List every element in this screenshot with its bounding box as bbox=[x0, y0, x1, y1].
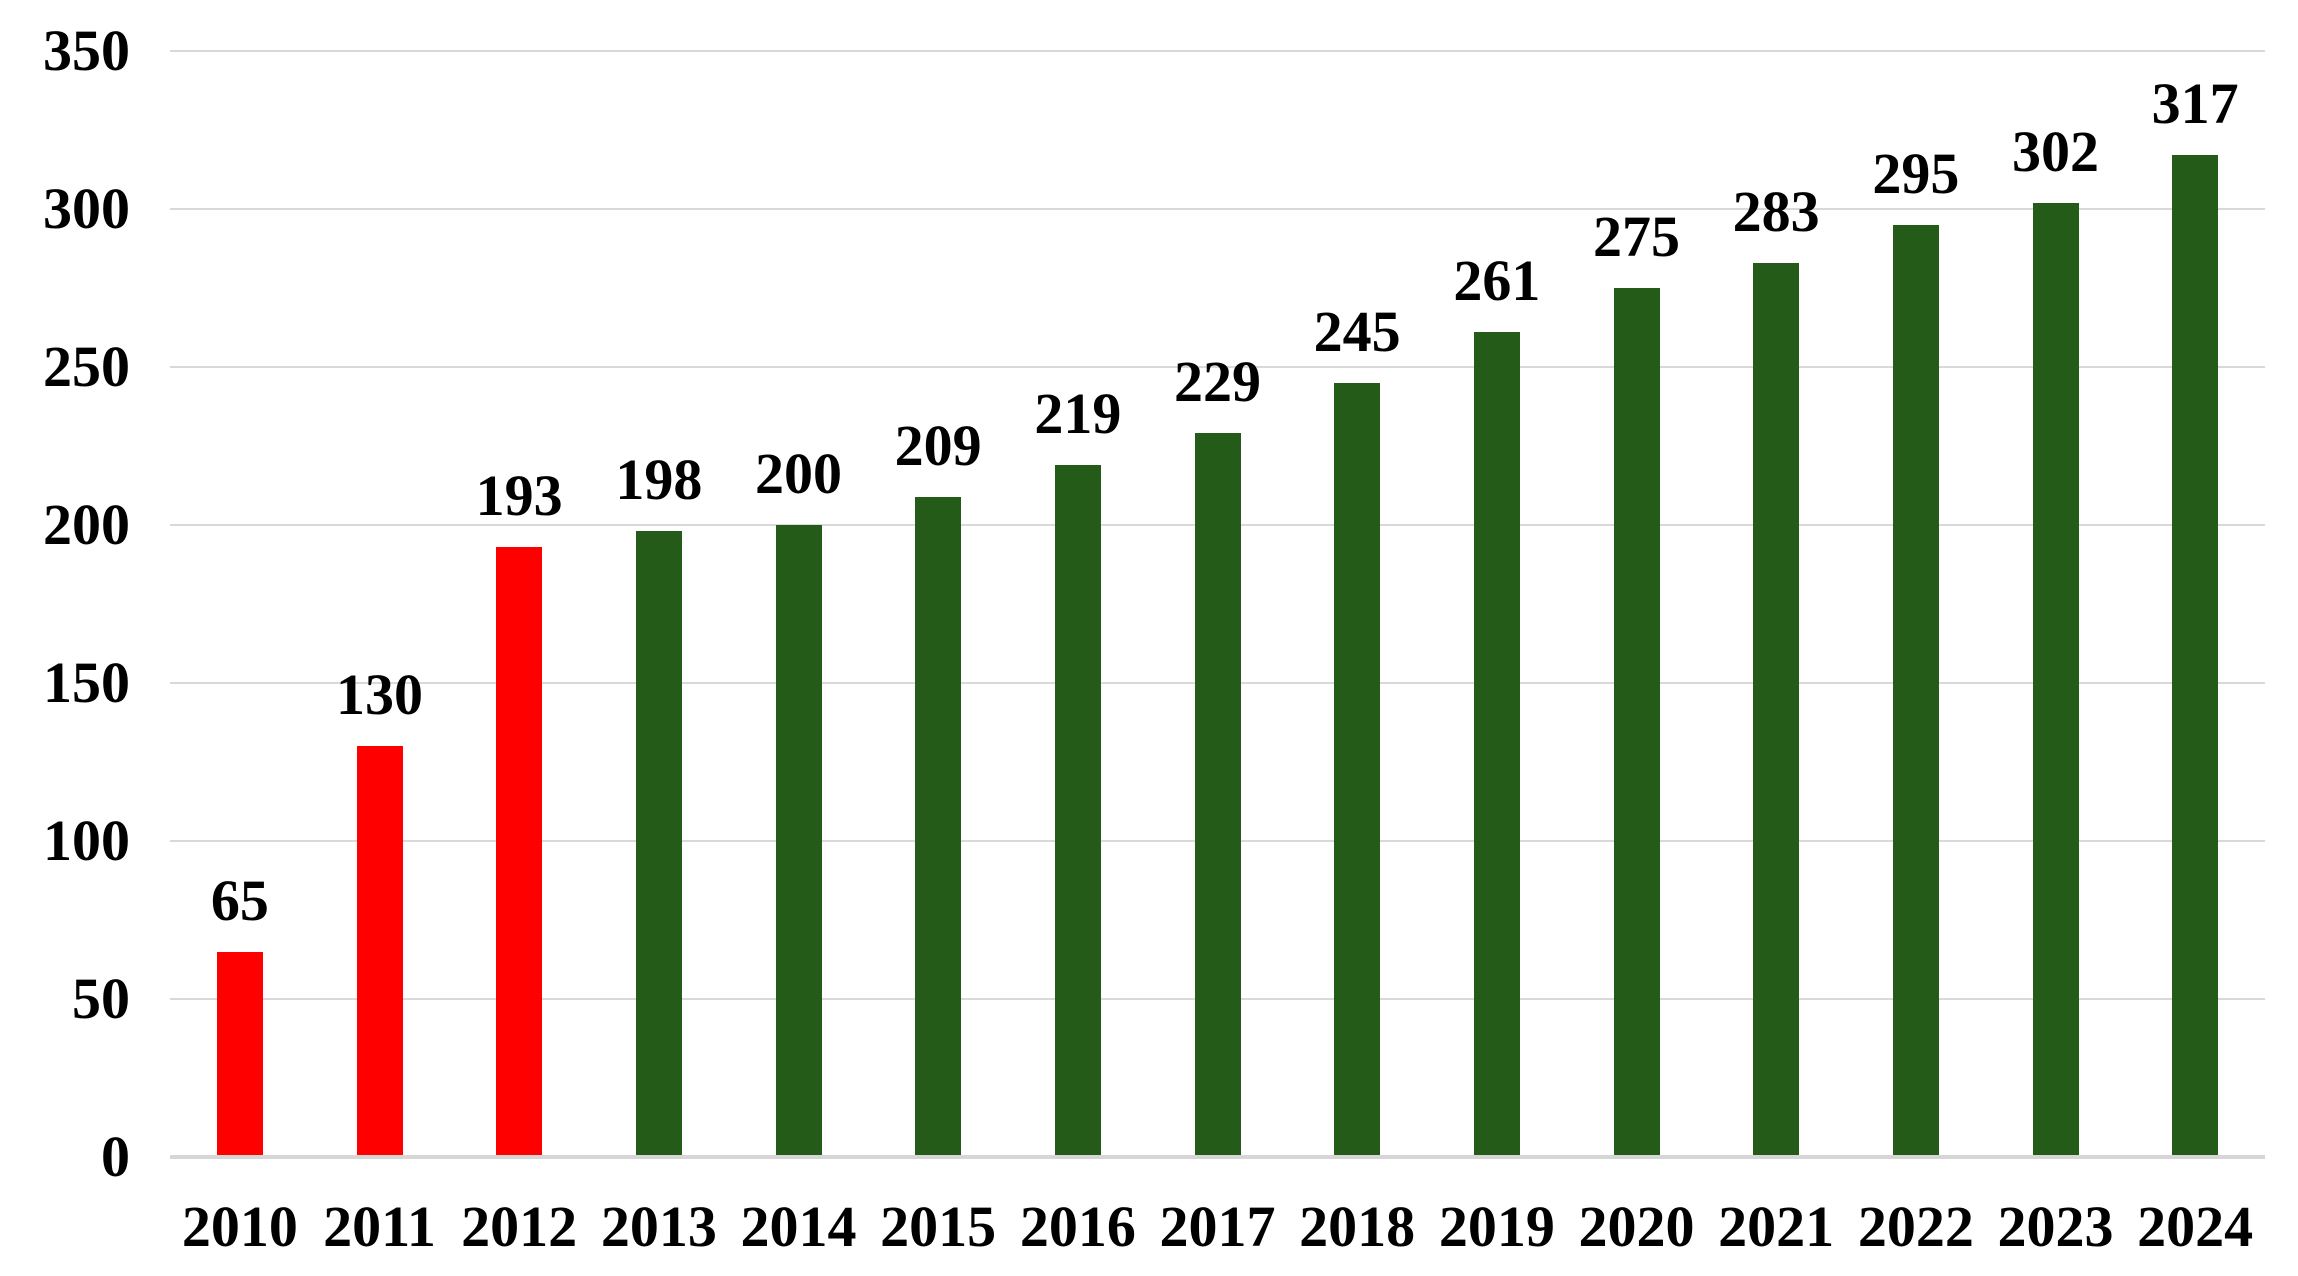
x-axis-tick-label: 2011 bbox=[323, 1194, 436, 1259]
bar-2023 bbox=[2032, 202, 2079, 1155]
bar-2019 bbox=[1473, 332, 1520, 1155]
x-axis-tick-label: 2024 bbox=[2137, 1194, 2254, 1259]
x-axis-tick-label: 2012 bbox=[461, 1194, 578, 1259]
bar-2010 bbox=[216, 951, 263, 1155]
bar-2015 bbox=[915, 496, 962, 1155]
y-axis-tick-label: 350 bbox=[43, 18, 130, 83]
bar-2013 bbox=[635, 531, 682, 1155]
bar-value-label: 275 bbox=[1593, 204, 1680, 269]
bar-value-label: 295 bbox=[1872, 140, 1960, 206]
x-axis-tick-label: 2018 bbox=[1299, 1194, 1416, 1259]
x-axis-tick-label: 2020 bbox=[1578, 1194, 1695, 1259]
x-axis-tick-label: 2014 bbox=[740, 1194, 857, 1259]
bar-value-label: 65 bbox=[210, 867, 269, 933]
y-axis-tick-label: 100 bbox=[43, 808, 130, 873]
x-axis-tick-label: 2022 bbox=[1857, 1194, 1974, 1259]
bar-value-label: 245 bbox=[1313, 298, 1401, 364]
gridline-250 bbox=[170, 366, 2265, 368]
bar-value-label: 302 bbox=[2012, 118, 2099, 184]
bar-value-label: 229 bbox=[1174, 349, 1261, 415]
bar-value-label: 200 bbox=[755, 441, 842, 506]
y-axis-tick-label: 50 bbox=[72, 966, 130, 1031]
y-axis-tick-label: 0 bbox=[101, 1124, 130, 1189]
bar-2024 bbox=[2172, 155, 2219, 1155]
gridline-350 bbox=[170, 50, 2265, 52]
x-axis-tick-label: 2013 bbox=[600, 1194, 717, 1259]
y-axis-tick-label: 250 bbox=[43, 334, 130, 399]
gridline-300 bbox=[170, 208, 2265, 210]
x-axis-tick-label: 2019 bbox=[1438, 1194, 1555, 1259]
bar-2021 bbox=[1753, 262, 1800, 1155]
bar-2014 bbox=[775, 525, 822, 1155]
x-axis-tick-label: 2021 bbox=[1718, 1194, 1835, 1259]
bar-value-label: 283 bbox=[1732, 178, 1820, 244]
x-axis-tick-label: 2016 bbox=[1019, 1194, 1136, 1259]
bar-2017 bbox=[1194, 433, 1241, 1155]
bar-value-label: 130 bbox=[336, 662, 423, 728]
y-axis-tick-label: 300 bbox=[43, 176, 130, 241]
bar-value-label: 193 bbox=[475, 463, 563, 529]
bar-2018 bbox=[1334, 382, 1381, 1155]
y-axis-tick-label: 200 bbox=[43, 492, 130, 557]
bar-value-label: 317 bbox=[2151, 71, 2239, 137]
bar-2012 bbox=[496, 547, 543, 1155]
bar-value-label: 209 bbox=[894, 412, 982, 478]
bar-2016 bbox=[1054, 464, 1101, 1155]
x-axis-tick-label: 2017 bbox=[1159, 1194, 1276, 1259]
bar-value-label: 198 bbox=[615, 447, 703, 513]
bar-2020 bbox=[1613, 288, 1660, 1155]
bar-2022 bbox=[1892, 224, 1939, 1155]
bar-value-label: 261 bbox=[1453, 248, 1541, 314]
x-axis-tick-label: 2010 bbox=[181, 1194, 298, 1259]
x-axis-tick-label: 2023 bbox=[1997, 1194, 2114, 1259]
bar-value-label: 219 bbox=[1034, 380, 1122, 446]
y-axis-tick-label: 150 bbox=[43, 650, 130, 715]
x-axis-tick-label: 2015 bbox=[880, 1194, 997, 1259]
bar-2011 bbox=[356, 746, 403, 1155]
x-axis-line bbox=[170, 1155, 2265, 1159]
